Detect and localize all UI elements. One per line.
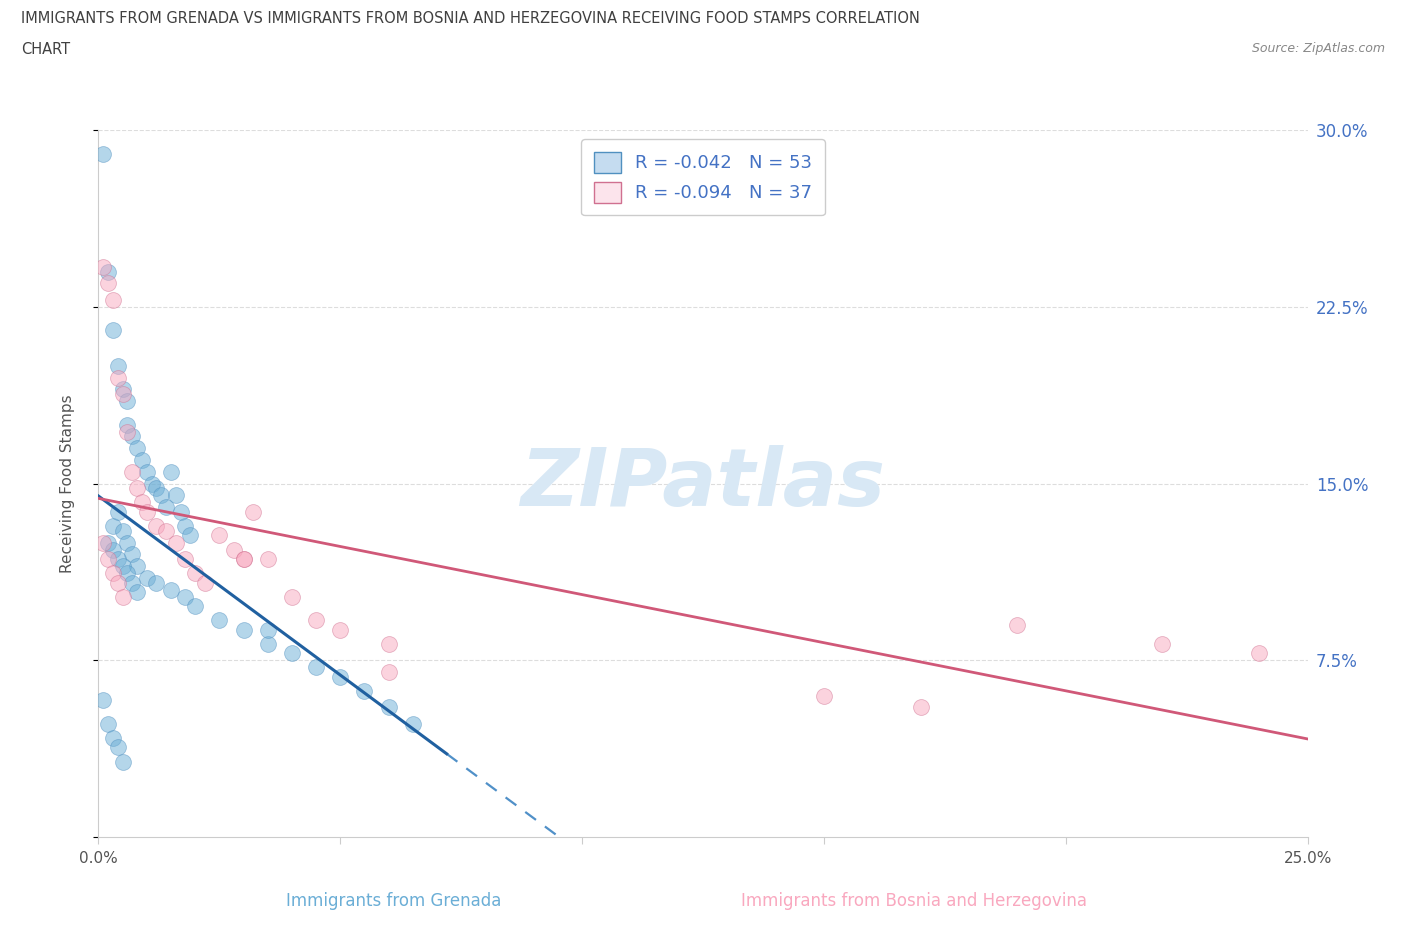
- Point: [107, 575, 129, 590]
- Point: [117, 565, 139, 580]
- Point: [184, 565, 207, 580]
- Point: [121, 547, 143, 562]
- Legend: R = -0.042   N = 53, R = -0.094   N = 37: R = -0.042 N = 53, R = -0.094 N = 37: [581, 140, 825, 215]
- Text: Source: ZipAtlas.com: Source: ZipAtlas.com: [1251, 42, 1385, 55]
- Point: [208, 613, 231, 628]
- Point: [1249, 645, 1271, 660]
- Point: [107, 370, 129, 385]
- Point: [111, 387, 134, 402]
- Point: [131, 495, 153, 510]
- Point: [131, 453, 153, 468]
- Point: [117, 418, 139, 432]
- Point: [194, 575, 217, 590]
- Point: [305, 613, 328, 628]
- Point: [377, 700, 399, 715]
- Point: [135, 570, 157, 585]
- Point: [101, 323, 124, 338]
- Point: [121, 429, 143, 444]
- Point: [107, 358, 129, 373]
- Point: [127, 441, 149, 456]
- Point: [117, 535, 139, 550]
- Point: [111, 590, 134, 604]
- Point: [256, 636, 278, 651]
- Point: [169, 504, 191, 519]
- Point: [91, 259, 114, 274]
- Point: [107, 504, 129, 519]
- Point: [127, 559, 149, 574]
- Text: ZIPatlas: ZIPatlas: [520, 445, 886, 523]
- Point: [145, 575, 167, 590]
- Point: [97, 264, 120, 279]
- Point: [127, 585, 149, 600]
- Point: [329, 622, 352, 637]
- Point: [281, 590, 304, 604]
- Point: [155, 524, 177, 538]
- Point: [97, 551, 120, 566]
- Point: [107, 551, 129, 566]
- Point: [910, 700, 932, 715]
- Point: [107, 740, 129, 755]
- Point: [121, 464, 143, 479]
- Text: Immigrants from Bosnia and Herzegovina: Immigrants from Bosnia and Herzegovina: [741, 892, 1087, 910]
- Point: [101, 731, 124, 746]
- Point: [91, 146, 114, 161]
- Point: [155, 499, 177, 514]
- Point: [101, 565, 124, 580]
- Point: [111, 559, 134, 574]
- Point: [101, 519, 124, 534]
- Point: [91, 535, 114, 550]
- Text: CHART: CHART: [21, 42, 70, 57]
- Point: [1152, 636, 1174, 651]
- Point: [179, 528, 201, 543]
- Point: [232, 551, 254, 566]
- Point: [111, 382, 134, 397]
- Point: [165, 535, 187, 550]
- Point: [174, 551, 197, 566]
- Point: [1007, 618, 1029, 632]
- Point: [174, 519, 197, 534]
- Point: [97, 276, 120, 291]
- Point: [242, 504, 264, 519]
- Point: [165, 488, 187, 503]
- Point: [101, 292, 124, 307]
- Point: [145, 519, 167, 534]
- Point: [377, 665, 399, 680]
- Point: [135, 504, 157, 519]
- Point: [117, 424, 139, 439]
- Point: [232, 551, 254, 566]
- Point: [127, 481, 149, 496]
- Point: [160, 582, 183, 597]
- Point: [135, 464, 157, 479]
- Point: [353, 684, 375, 698]
- Point: [256, 622, 278, 637]
- Point: [160, 464, 183, 479]
- Point: [97, 716, 120, 731]
- Text: Immigrants from Grenada: Immigrants from Grenada: [285, 892, 502, 910]
- Point: [111, 754, 134, 769]
- Point: [111, 524, 134, 538]
- Point: [305, 660, 328, 675]
- Point: [184, 599, 207, 614]
- Point: [150, 488, 173, 503]
- Point: [256, 551, 278, 566]
- Point: [281, 645, 304, 660]
- Point: [377, 636, 399, 651]
- Point: [145, 481, 167, 496]
- Point: [813, 688, 835, 703]
- Point: [329, 670, 352, 684]
- Point: [222, 542, 245, 557]
- Point: [141, 476, 163, 491]
- Point: [91, 693, 114, 708]
- Point: [402, 716, 425, 731]
- Y-axis label: Receiving Food Stamps: Receiving Food Stamps: [60, 394, 75, 573]
- Point: [121, 575, 143, 590]
- Point: [208, 528, 231, 543]
- Point: [97, 535, 120, 550]
- Point: [232, 622, 254, 637]
- Point: [117, 393, 139, 408]
- Text: IMMIGRANTS FROM GRENADA VS IMMIGRANTS FROM BOSNIA AND HERZEGOVINA RECEIVING FOOD: IMMIGRANTS FROM GRENADA VS IMMIGRANTS FR…: [21, 11, 920, 26]
- Point: [101, 542, 124, 557]
- Point: [174, 590, 197, 604]
